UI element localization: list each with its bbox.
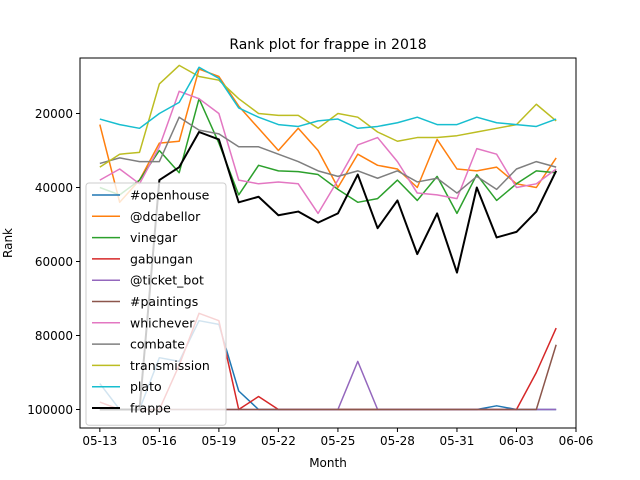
x-tick-label: 05-13 bbox=[82, 434, 117, 448]
series-line-transmission bbox=[99, 64, 557, 168]
legend-label: gabungan bbox=[130, 251, 193, 266]
legend-label: frappe bbox=[130, 401, 171, 416]
y-tick-label: 80000 bbox=[35, 329, 73, 343]
plot-frame bbox=[79, 57, 577, 429]
y-tick-label: 60000 bbox=[35, 255, 73, 269]
legend: #openhouse @dcabellor vinegar gabungan @tick… bbox=[85, 182, 227, 426]
legend-label: vinegar bbox=[130, 230, 178, 245]
y-tick-label: 20000 bbox=[35, 107, 73, 121]
legend-label: plato bbox=[130, 379, 162, 394]
legend-label: @ticket_bot bbox=[130, 273, 204, 288]
x-axis-ticks: 05-13 05-16 05-19 05-22 05-25 05-28 05-31 06-03… bbox=[82, 428, 593, 448]
x-tick-label: 06-06 bbox=[559, 434, 594, 448]
legend-label: whichever bbox=[130, 315, 195, 330]
x-tick-label: 05-25 bbox=[320, 434, 355, 448]
legend-label: #paintings bbox=[130, 294, 198, 309]
legend-label: @dcabellor bbox=[130, 209, 201, 224]
x-tick-label: 05-22 bbox=[261, 434, 296, 448]
series-line-whichever bbox=[99, 90, 557, 215]
y-tick-label: 40000 bbox=[35, 181, 73, 195]
series-line-frappe bbox=[99, 131, 558, 411]
legend-box bbox=[85, 182, 227, 426]
series-line-dcabellor bbox=[99, 68, 557, 204]
y-axis-label: Rank bbox=[1, 228, 15, 258]
x-tick-label: 05-19 bbox=[201, 434, 236, 448]
legend-label: transmission bbox=[130, 358, 210, 373]
chart-title: Rank plot for frappe in 2018 bbox=[229, 37, 426, 53]
x-tick-label: 05-28 bbox=[380, 434, 415, 448]
legend-label: combate bbox=[130, 337, 185, 352]
x-tick-label: 05-16 bbox=[142, 434, 177, 448]
y-tick-label: 100000 bbox=[27, 403, 73, 417]
series-line-combate bbox=[99, 116, 557, 194]
x-tick-label: 05-31 bbox=[440, 434, 475, 448]
series-line-plato bbox=[99, 66, 557, 130]
legend-label: #openhouse bbox=[130, 188, 210, 203]
y-axis-ticks: 20000 40000 60000 80000 100000 bbox=[27, 107, 80, 417]
x-axis-label: Month bbox=[309, 456, 347, 470]
x-tick-label: 06-03 bbox=[499, 434, 534, 448]
